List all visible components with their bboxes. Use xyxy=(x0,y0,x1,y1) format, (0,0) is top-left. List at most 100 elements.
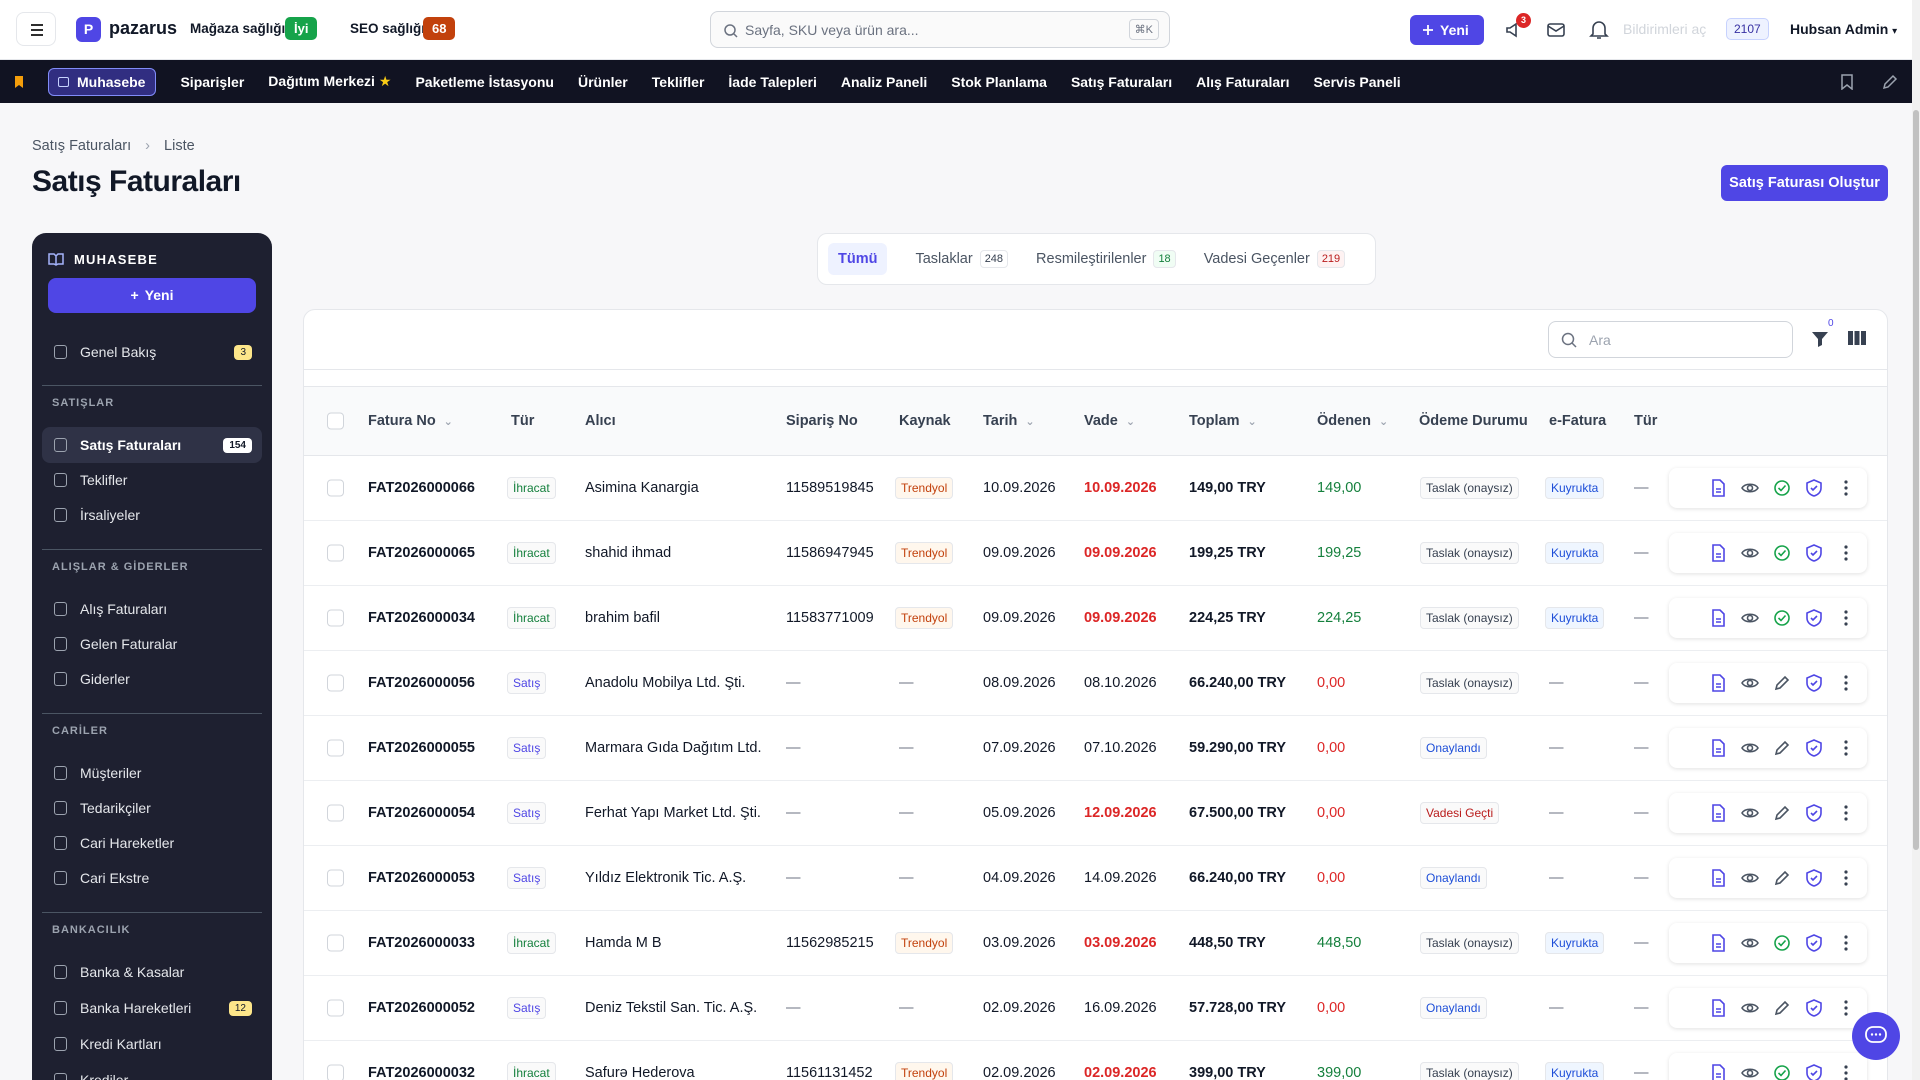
action-icon[interactable] xyxy=(1805,544,1823,562)
sidebar-item[interactable]: İrsaliyeler xyxy=(42,497,262,533)
nav-item[interactable]: Dağıtım Merkezi ★ xyxy=(268,73,392,89)
row-checkbox[interactable] xyxy=(327,674,344,692)
invoice-no[interactable]: FAT2026000066 xyxy=(368,480,475,496)
action-icon[interactable] xyxy=(1741,609,1759,627)
row-checkbox[interactable] xyxy=(327,804,344,822)
action-icon[interactable] xyxy=(1837,609,1855,627)
sidebar-item[interactable]: Satış Faturaları 154 xyxy=(42,427,262,463)
sidebar-item[interactable]: Cari Ekstre xyxy=(42,860,262,896)
nav-item[interactable]: Analiz Paneli xyxy=(840,73,928,90)
action-icon[interactable] xyxy=(1805,739,1823,757)
action-icon[interactable] xyxy=(1741,999,1759,1017)
column-header[interactable]: Toplam ⌄ xyxy=(1189,413,1257,429)
invoice-no[interactable]: FAT2026000054 xyxy=(368,805,475,821)
action-icon[interactable] xyxy=(1709,479,1727,497)
action-icon[interactable] xyxy=(1773,869,1791,887)
column-header[interactable]: Sipariş No xyxy=(786,413,858,429)
columns-icon[interactable] xyxy=(1847,330,1867,346)
action-icon[interactable] xyxy=(1741,479,1759,497)
action-icon[interactable] xyxy=(1805,934,1823,952)
table-search[interactable]: Ara xyxy=(1548,321,1793,358)
invoice-no[interactable]: FAT2026000065 xyxy=(368,545,475,561)
sidebar-item[interactable]: Alış Faturaları xyxy=(42,591,262,627)
sidebar-item[interactable]: Banka Hareketleri 12 xyxy=(42,990,262,1026)
action-icon[interactable] xyxy=(1837,934,1855,952)
user-menu[interactable]: Hubsan Admin ▾ xyxy=(1790,21,1897,37)
action-icon[interactable] xyxy=(1709,804,1727,822)
action-icon[interactable] xyxy=(1709,999,1727,1017)
nav-item[interactable]: Ürünler xyxy=(577,73,628,90)
invoice-no[interactable]: FAT2026000053 xyxy=(368,870,475,886)
announce-icon[interactable] xyxy=(1504,20,1524,40)
action-icon[interactable] xyxy=(1773,804,1791,822)
action-icon[interactable] xyxy=(1837,804,1855,822)
tab[interactable]: Taslaklar 248 xyxy=(915,250,1009,268)
nav-item[interactable]: Siparişler xyxy=(180,73,245,90)
action-icon[interactable] xyxy=(1741,934,1759,952)
action-icon[interactable] xyxy=(1773,739,1791,757)
column-header[interactable]: Kaynak xyxy=(899,413,951,429)
action-icon[interactable] xyxy=(1741,739,1759,757)
nav-item[interactable]: Stok Planlama xyxy=(951,73,1047,90)
sidebar-item[interactable]: Genel Bakış 3 xyxy=(42,334,262,370)
pin-icon[interactable] xyxy=(1840,74,1854,90)
nav-item[interactable]: Satış Faturaları xyxy=(1070,73,1173,90)
filter-icon[interactable] xyxy=(1811,330,1829,348)
tab[interactable]: Resmileştirilenler 18 xyxy=(1036,250,1176,268)
column-header[interactable]: Tür xyxy=(511,413,535,429)
nav-item[interactable]: İade Talepleri xyxy=(728,73,817,90)
action-icon[interactable] xyxy=(1773,934,1791,952)
column-header[interactable]: Ödenen ⌄ xyxy=(1317,413,1389,429)
chat-button[interactable] xyxy=(1852,1012,1900,1060)
action-icon[interactable] xyxy=(1773,544,1791,562)
bell-icon[interactable] xyxy=(1589,19,1609,41)
row-checkbox[interactable] xyxy=(327,869,344,887)
row-checkbox[interactable] xyxy=(327,609,344,627)
nav-item[interactable]: Servis Paneli xyxy=(1313,73,1401,90)
breadcrumb-item[interactable]: Satış Faturaları xyxy=(32,138,132,154)
sidebar-new-button[interactable]: + Yeni xyxy=(48,278,256,313)
nav-item[interactable]: Teklifler xyxy=(651,73,705,90)
menu-button[interactable] xyxy=(16,12,56,46)
sidebar-item[interactable]: Kredi Kartları xyxy=(42,1026,262,1062)
column-header[interactable]: Tarih ⌄ xyxy=(983,413,1035,429)
action-icon[interactable] xyxy=(1709,739,1727,757)
action-icon[interactable] xyxy=(1709,1064,1727,1080)
nav-item[interactable]: Paketleme İstasyonu xyxy=(415,73,554,90)
create-button[interactable]: Satış Faturası Oluştur xyxy=(1721,165,1888,201)
row-checkbox[interactable] xyxy=(327,934,344,952)
action-icon[interactable] xyxy=(1709,609,1727,627)
action-icon[interactable] xyxy=(1805,609,1823,627)
action-icon[interactable] xyxy=(1709,674,1727,692)
sidebar-item[interactable]: Krediler xyxy=(42,1062,262,1080)
invoice-no[interactable]: FAT2026000056 xyxy=(368,675,475,691)
action-icon[interactable] xyxy=(1805,1064,1823,1080)
new-button[interactable]: Yeni xyxy=(1410,15,1484,45)
action-icon[interactable] xyxy=(1741,1064,1759,1080)
sidebar-item[interactable]: Giderler xyxy=(42,661,262,697)
action-icon[interactable] xyxy=(1805,804,1823,822)
action-icon[interactable] xyxy=(1741,804,1759,822)
sidebar-item[interactable]: Banka & Kasalar xyxy=(42,954,262,990)
action-icon[interactable] xyxy=(1709,544,1727,562)
action-icon[interactable] xyxy=(1773,1064,1791,1080)
action-icon[interactable] xyxy=(1741,674,1759,692)
column-header[interactable]: Fatura No ⌄ xyxy=(368,413,453,429)
action-icon[interactable] xyxy=(1741,544,1759,562)
sidebar-item[interactable]: Tedarikçiler xyxy=(42,790,262,826)
sidebar-item[interactable]: Müşteriler xyxy=(42,755,262,791)
invoice-no[interactable]: FAT2026000052 xyxy=(368,1000,475,1016)
header-checkbox[interactable] xyxy=(327,412,344,430)
action-icon[interactable] xyxy=(1805,999,1823,1017)
invoice-no[interactable]: FAT2026000034 xyxy=(368,610,475,626)
action-icon[interactable] xyxy=(1773,479,1791,497)
search-box[interactable]: Sayfa, SKU veya ürün ara... ⌘K xyxy=(710,11,1170,48)
column-header[interactable]: e-Fatura xyxy=(1549,413,1607,429)
row-checkbox[interactable] xyxy=(327,739,344,757)
sidebar-item[interactable]: Gelen Faturalar xyxy=(42,626,262,662)
action-icon[interactable] xyxy=(1805,674,1823,692)
store-health-badge[interactable]: İyi xyxy=(285,17,318,40)
action-icon[interactable] xyxy=(1837,479,1855,497)
row-checkbox[interactable] xyxy=(327,544,344,562)
action-icon[interactable] xyxy=(1837,999,1855,1017)
